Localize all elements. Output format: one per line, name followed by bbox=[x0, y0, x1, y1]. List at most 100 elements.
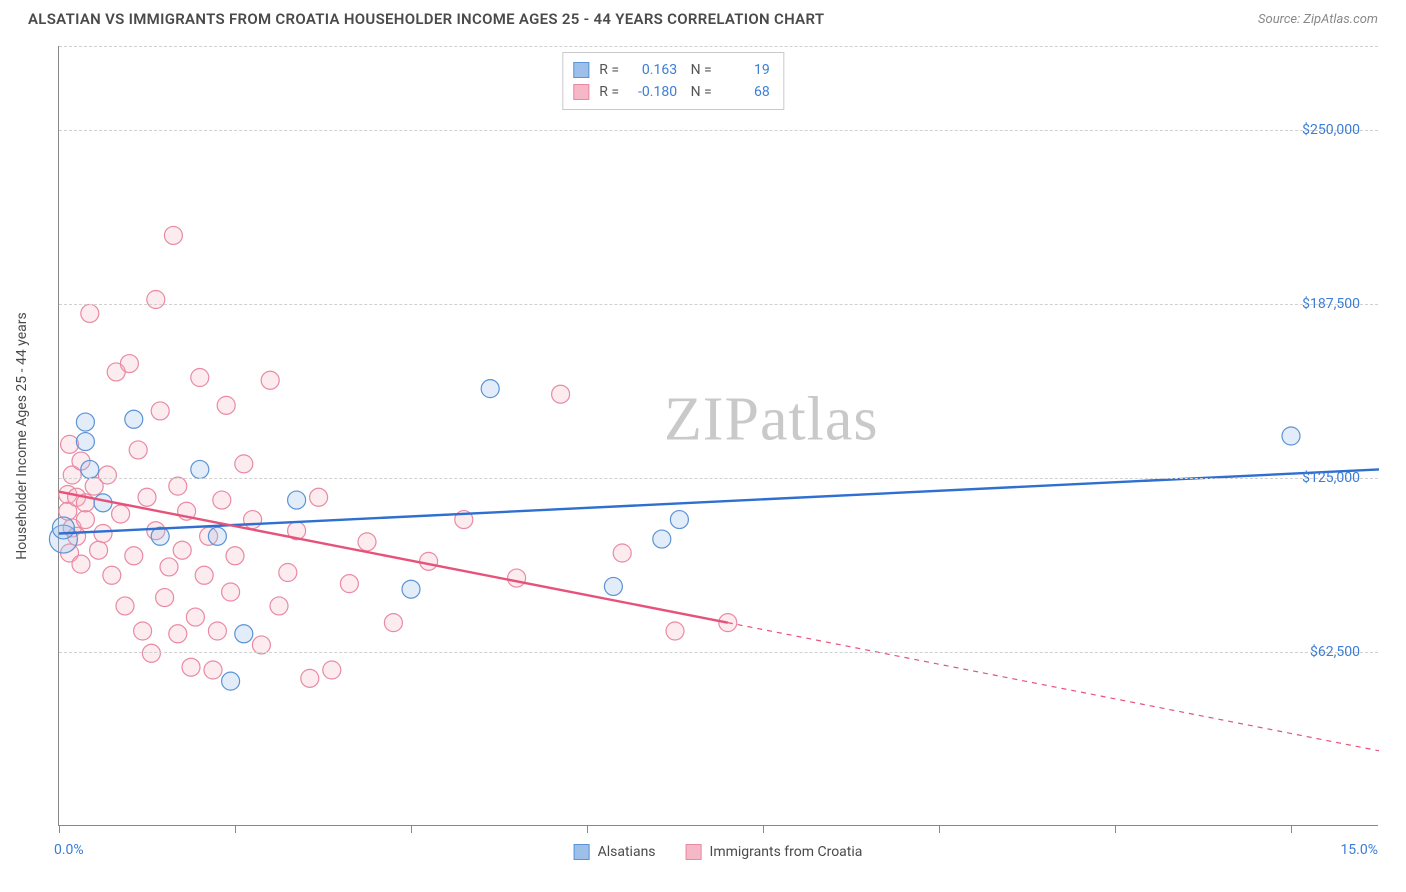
data-point bbox=[195, 566, 213, 584]
data-point bbox=[1282, 427, 1300, 445]
data-point bbox=[142, 644, 160, 662]
trend-line bbox=[59, 469, 1379, 533]
data-point bbox=[222, 583, 240, 601]
data-point bbox=[235, 455, 253, 473]
stats-n-label-1: N = bbox=[687, 81, 712, 103]
gridline bbox=[59, 304, 1378, 305]
gridline bbox=[59, 652, 1378, 653]
chart-area: Householder Income Ages 25 - 44 years ZI… bbox=[58, 46, 1378, 826]
y-axis-title: Householder Income Ages 25 - 44 years bbox=[14, 312, 30, 559]
data-point bbox=[270, 597, 288, 615]
data-point bbox=[323, 661, 341, 679]
data-point bbox=[61, 435, 79, 453]
x-axis-max-label: 15.0% bbox=[1340, 842, 1378, 858]
data-point bbox=[103, 566, 121, 584]
data-point bbox=[301, 669, 319, 687]
trend-line-extrapolated bbox=[728, 623, 1379, 751]
x-tick bbox=[1291, 825, 1292, 833]
chart-title: ALSATIAN VS IMMIGRANTS FROM CROATIA HOUS… bbox=[28, 10, 824, 28]
data-point bbox=[186, 608, 204, 626]
legend-swatch-0 bbox=[574, 844, 590, 860]
stats-n-val-0: 19 bbox=[722, 59, 770, 81]
legend-swatch-1 bbox=[686, 844, 702, 860]
data-point bbox=[169, 477, 187, 495]
data-point bbox=[138, 488, 156, 506]
data-point bbox=[173, 541, 191, 559]
data-point bbox=[129, 441, 147, 459]
stats-r-label-1: R = bbox=[599, 81, 619, 103]
legend-label-0: Alsatians bbox=[598, 844, 656, 860]
gridline bbox=[59, 478, 1378, 479]
data-point bbox=[98, 466, 116, 484]
data-point bbox=[279, 564, 297, 582]
stats-n-val-1: 68 bbox=[722, 81, 770, 103]
data-point bbox=[147, 291, 165, 309]
y-tick-label: $125,000 bbox=[1302, 470, 1360, 486]
data-point bbox=[226, 547, 244, 565]
gridline bbox=[59, 130, 1378, 131]
stats-row-0: R = 0.163 N = 19 bbox=[573, 59, 769, 81]
data-point bbox=[310, 488, 328, 506]
stats-swatch-0 bbox=[573, 62, 589, 78]
data-point bbox=[481, 380, 499, 398]
data-point bbox=[208, 527, 226, 545]
y-tick-label: $62,500 bbox=[1310, 644, 1360, 660]
data-point bbox=[191, 369, 209, 387]
data-point bbox=[235, 625, 253, 643]
data-point bbox=[125, 410, 143, 428]
y-tick-label: $250,000 bbox=[1302, 122, 1360, 138]
data-point bbox=[134, 622, 152, 640]
data-point bbox=[90, 541, 108, 559]
data-point bbox=[244, 511, 262, 529]
data-point bbox=[116, 597, 134, 615]
x-tick bbox=[1115, 825, 1116, 833]
data-point bbox=[76, 511, 94, 529]
data-point bbox=[76, 413, 94, 431]
x-tick bbox=[939, 825, 940, 833]
data-point bbox=[76, 433, 94, 451]
data-point bbox=[261, 371, 279, 389]
y-tick-label: $187,500 bbox=[1302, 296, 1360, 312]
data-point bbox=[358, 533, 376, 551]
data-point bbox=[604, 577, 622, 595]
x-tick bbox=[763, 825, 764, 833]
data-point bbox=[169, 625, 187, 643]
chart-header: ALSATIAN VS IMMIGRANTS FROM CROATIA HOUS… bbox=[0, 0, 1406, 34]
x-tick bbox=[411, 825, 412, 833]
data-point bbox=[420, 552, 438, 570]
data-point bbox=[670, 511, 688, 529]
data-point bbox=[81, 460, 99, 478]
x-axis-min-label: 0.0% bbox=[54, 842, 84, 858]
stats-r-val-1: -0.180 bbox=[629, 81, 677, 103]
stats-box: R = 0.163 N = 19 R = -0.180 N = 68 bbox=[562, 52, 784, 110]
data-point bbox=[402, 580, 420, 598]
data-point bbox=[508, 569, 526, 587]
stats-r-label-0: R = bbox=[599, 59, 619, 81]
data-point bbox=[191, 460, 209, 478]
data-point bbox=[52, 517, 74, 539]
data-point bbox=[94, 494, 112, 512]
data-point bbox=[613, 544, 631, 562]
plot-region: ZIPatlas $62,500$125,000$187,500$250,000 bbox=[58, 46, 1378, 826]
data-point bbox=[160, 558, 178, 576]
data-point bbox=[384, 614, 402, 632]
data-point bbox=[666, 622, 684, 640]
data-point bbox=[81, 304, 99, 322]
x-tick bbox=[59, 825, 60, 833]
stats-swatch-1 bbox=[573, 84, 589, 100]
data-point bbox=[288, 491, 306, 509]
data-point bbox=[94, 525, 112, 543]
x-tick bbox=[235, 825, 236, 833]
stats-row-1: R = -0.180 N = 68 bbox=[573, 81, 769, 103]
data-point bbox=[222, 672, 240, 690]
data-point bbox=[552, 385, 570, 403]
legend-item-1: Immigrants from Croatia bbox=[686, 844, 863, 860]
legend-label-1: Immigrants from Croatia bbox=[710, 844, 863, 860]
data-point bbox=[72, 555, 90, 573]
bottom-legend: Alsatians Immigrants from Croatia bbox=[574, 844, 863, 860]
plot-svg bbox=[59, 46, 1379, 826]
gridline bbox=[59, 46, 1378, 47]
data-point bbox=[653, 530, 671, 548]
data-point bbox=[151, 402, 169, 420]
data-point bbox=[213, 491, 231, 509]
